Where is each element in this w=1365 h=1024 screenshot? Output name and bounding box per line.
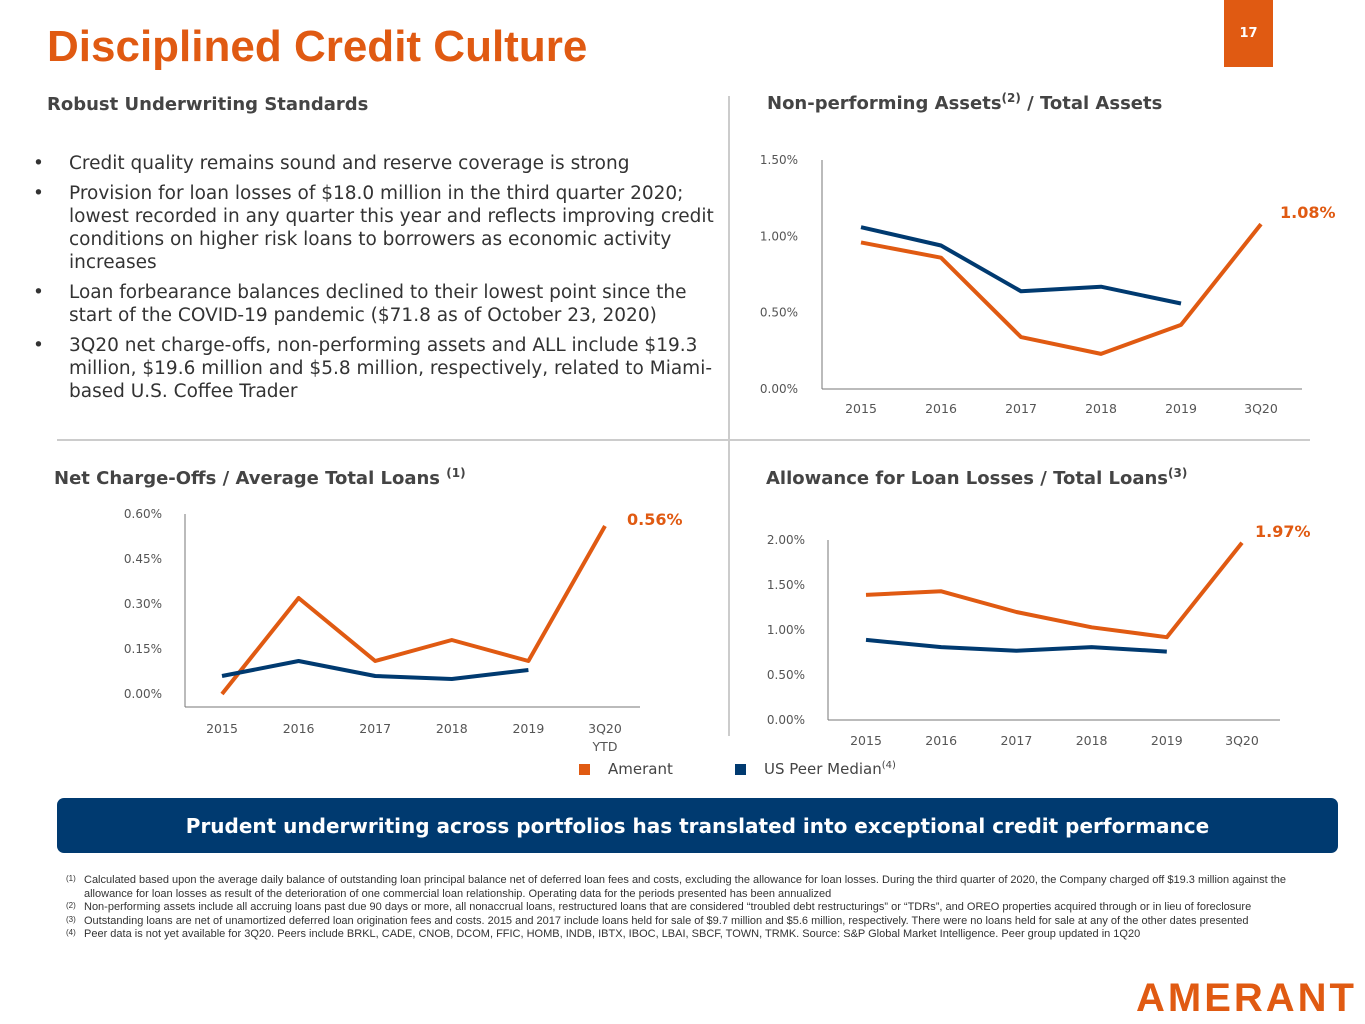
amerant-logo: AMERANT <box>1136 976 1357 1020</box>
section-heading-underwriting: Robust Underwriting Standards <box>47 94 369 115</box>
x-tick-label: 2019 <box>1165 401 1197 416</box>
y-tick-label: 0.30% <box>124 597 162 611</box>
y-tick-label: 0.45% <box>124 552 162 566</box>
footnote-text: Peer data is not yet available for 3Q20.… <box>84 928 1141 941</box>
footnote-ref: (3) <box>1168 466 1188 480</box>
legend-label: US Peer Median <box>764 760 882 778</box>
data-label-3q20: 1.97% <box>1255 522 1311 541</box>
y-tick-label: 0.50% <box>767 668 805 682</box>
footnote: (2) Non-performing assets include all acc… <box>66 901 1336 915</box>
x-tick-sublabel: YTD <box>592 739 618 754</box>
summary-banner: Prudent underwriting across portfolios h… <box>57 798 1338 853</box>
footnote-text: Calculated based upon the average daily … <box>84 874 1287 900</box>
y-tick-label: 1.50% <box>767 578 805 592</box>
horizontal-divider <box>57 439 1310 441</box>
bullet-item: Loan forbearance balances declined to th… <box>30 281 730 327</box>
nco-chart: 0.00% 0.15% 0.30% 0.45% 0.60% 2015 2016 2017 201… <box>124 507 683 754</box>
x-tick-label: 2016 <box>925 401 957 416</box>
legend-amerant: Amerant <box>579 760 673 778</box>
bullet-item: 3Q20 net charge-offs, non-performing ass… <box>30 334 730 403</box>
series-line-amerant <box>865 541 1244 640</box>
legend-peer: US Peer Median (4) <box>735 760 896 778</box>
x-tick-label: 2018 <box>1085 401 1117 416</box>
y-tick-label: 0.15% <box>124 642 162 656</box>
y-tick-label: 0.60% <box>124 507 162 521</box>
footnote-mark: (3) <box>66 914 76 924</box>
y-tick-label: 1.00% <box>760 229 798 243</box>
footnote-ref: (4) <box>881 760 896 771</box>
x-tick-label: 3Q20 <box>1244 401 1278 416</box>
bullet-list: Credit quality remains sound and reserve… <box>30 152 730 410</box>
x-tick-label: 2019 <box>1151 733 1183 748</box>
footnote-ref: (1) <box>446 466 466 480</box>
page-title: Disciplined Credit Culture <box>47 22 588 71</box>
x-tick-label: 2019 <box>512 721 544 736</box>
bullet-item: Credit quality remains sound and reserve… <box>30 152 730 175</box>
y-tick-label: 0.00% <box>767 713 805 727</box>
y-tick-label: 1.50% <box>760 153 798 167</box>
chart-title-all: Allowance for Loan Losses / Total Loans(… <box>766 466 1187 489</box>
legend-swatch-amerant <box>579 763 590 775</box>
npa-chart: 0.00% 0.50% 1.00% 1.50% 2015 2016 2017 2018 2019… <box>760 153 1336 416</box>
x-tick-label: 2016 <box>283 721 315 736</box>
footnote-mark: (1) <box>66 874 76 883</box>
footnotes: (1) Calculated based upon the average dai… <box>66 874 1336 942</box>
chart-title-npa: Non-performing Assets(2) / Total Assets <box>767 91 1162 114</box>
chart-title-nco: Net Charge-Offs / Average Total Loans (1… <box>54 466 466 489</box>
legend-swatch-peer <box>735 763 746 775</box>
footnote-text: Non-performing assets include all accrui… <box>84 901 1252 914</box>
series-line-peer <box>860 225 1182 306</box>
footnote: (3) Outstanding loans are net of unamorti… <box>66 915 1336 929</box>
page-number: 17 <box>1224 0 1273 67</box>
legend-label: Amerant <box>608 760 673 778</box>
footnote-mark: (2) <box>66 901 76 911</box>
y-tick-label: 1.00% <box>767 623 805 637</box>
x-tick-label: 2018 <box>1076 733 1108 748</box>
footnote-mark: (4) <box>66 928 76 938</box>
vertical-divider <box>728 96 730 736</box>
x-tick-label: 2017 <box>1000 733 1032 748</box>
data-label-3q20: 0.56% <box>627 510 683 529</box>
y-tick-label: 0.50% <box>760 306 798 320</box>
x-tick-label: 2017 <box>1005 401 1037 416</box>
chart-title-text: Allowance for Loan Losses / Total Loans <box>766 468 1169 489</box>
series-line-peer <box>221 659 529 681</box>
chart-title-text: Non-performing Assets <box>767 93 1002 114</box>
all-chart: 0.00% 0.50% 1.00% 1.50% 2.00% 2015 2016 2017 201… <box>767 522 1311 748</box>
x-tick-label: 2015 <box>850 733 882 748</box>
footnote-ref: (2) <box>1001 91 1021 105</box>
x-tick-label: 2017 <box>359 721 391 736</box>
x-tick-label: 3Q20 <box>1225 733 1259 748</box>
series-line-amerant <box>220 525 607 696</box>
footnote: (1) Calculated based upon the average dai… <box>66 874 1336 901</box>
x-tick-label: 2015 <box>845 401 877 416</box>
series-line-peer <box>865 637 1167 654</box>
bullet-item: Provision for loan losses of $18.0 milli… <box>30 182 730 274</box>
chart-title-text: Net Charge-Offs / Average Total Loans <box>54 468 447 489</box>
y-tick-label: 0.00% <box>760 382 798 396</box>
data-label-3q20: 1.08% <box>1280 203 1336 222</box>
footnote-text: Outstanding loans are net of unamortized… <box>84 914 1249 927</box>
x-tick-label: 2016 <box>925 733 957 748</box>
y-tick-label: 0.00% <box>124 687 162 701</box>
x-tick-label: 3Q20 <box>588 721 622 736</box>
x-tick-label: 2018 <box>436 721 468 736</box>
x-tick-label: 2015 <box>206 721 238 736</box>
chart-title-text: / Total Assets <box>1020 93 1163 114</box>
y-tick-label: 2.00% <box>767 533 805 547</box>
footnote: (4) Peer data is not yet available for 3Q… <box>66 928 1336 942</box>
series-line-amerant <box>860 222 1263 356</box>
